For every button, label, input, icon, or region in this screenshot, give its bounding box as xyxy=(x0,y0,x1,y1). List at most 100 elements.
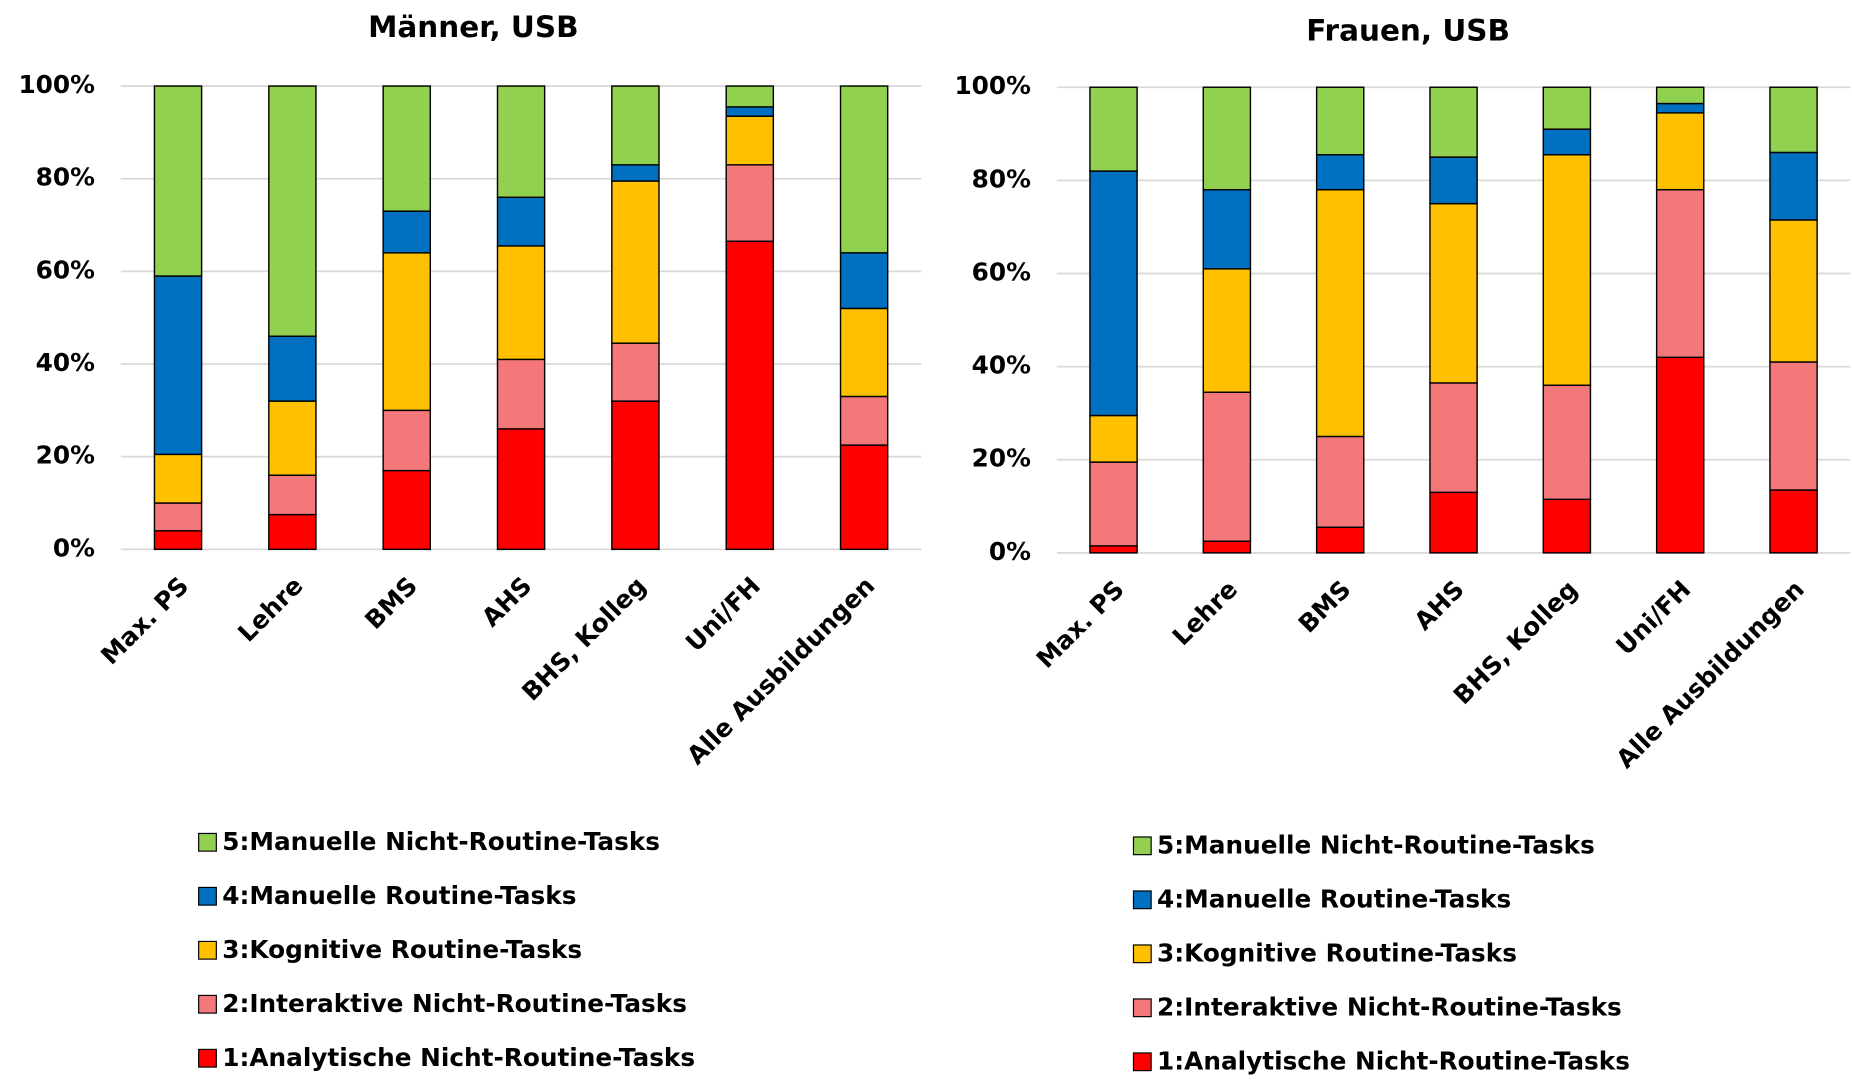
bar-segment xyxy=(268,85,317,337)
bar-segment xyxy=(1202,391,1252,542)
bar-segment xyxy=(1542,86,1592,130)
x-tick-label: Max. PS xyxy=(95,571,194,670)
legend-swatch xyxy=(1132,890,1152,910)
legend-swatch xyxy=(198,940,217,960)
x-tick-label: Alle Ausbildungen xyxy=(681,571,880,770)
y-tick-label: 80% xyxy=(972,164,1031,193)
bar-segment xyxy=(1315,435,1365,528)
legend-swatch xyxy=(1132,836,1152,856)
x-tick-label: Lehre xyxy=(1167,575,1243,651)
legend-swatch xyxy=(198,832,217,852)
bar-segment xyxy=(1542,498,1592,554)
x-tick-label: Uni/FH xyxy=(1610,575,1696,661)
bar-segment xyxy=(382,210,432,254)
y-tick-label: 40% xyxy=(972,351,1031,380)
bar-segment xyxy=(1315,86,1365,156)
bar-segment xyxy=(1655,86,1705,105)
bar-segment xyxy=(1202,540,1252,554)
bar-segment xyxy=(611,164,660,182)
bar-segment xyxy=(725,240,775,551)
chart-title: Männer, USB xyxy=(368,10,578,44)
legend-label: 2:Interaktive Nicht-Routine-Tasks xyxy=(1157,992,1622,1021)
legend-label: 5:Manuelle Nicht-Routine-Tasks xyxy=(222,827,660,856)
chart-title: Frauen, USB xyxy=(1306,13,1510,47)
bar-segment xyxy=(153,453,203,504)
y-tick-label: 0% xyxy=(53,533,95,562)
legend-swatch xyxy=(1132,944,1152,964)
bar-segment xyxy=(1202,86,1252,191)
bar-segment xyxy=(268,513,317,551)
y-tick-label: 100% xyxy=(18,70,95,99)
y-tick-label: 20% xyxy=(972,444,1031,473)
bar-segment xyxy=(1089,414,1138,463)
bar-segment xyxy=(1089,461,1138,547)
x-tick-label: Max. PS xyxy=(1031,575,1130,674)
bar-segment xyxy=(153,85,203,277)
bar-segment xyxy=(382,252,432,412)
bar-segment xyxy=(496,428,546,551)
bar-segment xyxy=(1542,128,1592,156)
bar-segment xyxy=(382,409,432,472)
legend-label: 3:Kognitive Routine-Tasks xyxy=(222,935,582,964)
bar-segment xyxy=(1769,86,1818,154)
bar-segment xyxy=(725,164,775,242)
x-tick-label: AHS xyxy=(1408,575,1469,636)
bar-segment xyxy=(725,106,775,117)
bar-segment xyxy=(725,115,775,166)
bar-segment xyxy=(611,400,660,551)
bar-segment xyxy=(1202,188,1252,270)
bar-segment xyxy=(1769,361,1818,491)
bar-segment xyxy=(839,85,889,254)
bar-segment xyxy=(839,307,889,398)
bar-segment xyxy=(1429,86,1478,158)
bar-segment xyxy=(153,502,203,532)
bar-segment xyxy=(1769,489,1818,554)
y-tick-label: 80% xyxy=(36,163,95,192)
legend-label: 3:Kognitive Routine-Tasks xyxy=(1157,938,1517,967)
bar-segment xyxy=(1315,154,1365,191)
bar-segment xyxy=(611,85,660,166)
bar-segment xyxy=(153,275,203,456)
legend-swatch xyxy=(198,886,217,906)
legend-swatch xyxy=(198,1048,217,1068)
bar-segment xyxy=(268,474,317,516)
bar-segment xyxy=(1655,356,1705,554)
bar-segment xyxy=(1655,102,1705,114)
y-tick-label: 60% xyxy=(972,257,1031,286)
bar-segment xyxy=(1655,112,1705,191)
x-tick-label: BMS xyxy=(359,571,423,635)
legend-swatch xyxy=(198,994,217,1014)
legend-label: 5:Manuelle Nicht-Routine-Tasks xyxy=(1157,830,1595,859)
bar-segment xyxy=(496,196,546,247)
bar-segment xyxy=(382,469,432,551)
bar-segment xyxy=(1769,219,1818,363)
bar-segment xyxy=(1542,154,1592,386)
bar-segment xyxy=(268,335,317,402)
bar-segment xyxy=(1315,188,1365,438)
bar-segment xyxy=(1429,202,1478,384)
legend-swatch xyxy=(1132,998,1152,1018)
x-tick-label: AHS xyxy=(476,571,537,632)
bar-segment xyxy=(725,85,775,108)
legend-label: 1:Analytische Nicht-Routine-Tasks xyxy=(1157,1046,1630,1075)
bar-segment xyxy=(1089,545,1138,554)
y-tick-label: 20% xyxy=(36,441,95,470)
bar-segment xyxy=(839,395,889,446)
bar-segment xyxy=(1089,170,1138,417)
legend-label: 4:Manuelle Routine-Tasks xyxy=(222,881,576,910)
legend-label: 2:Interaktive Nicht-Routine-Tasks xyxy=(222,989,687,1018)
bar-segment xyxy=(839,252,889,310)
y-tick-label: 100% xyxy=(954,71,1031,100)
bar-segment xyxy=(1089,86,1138,172)
bar-segment xyxy=(1542,384,1592,501)
bar-segment xyxy=(1315,526,1365,554)
bar-segment xyxy=(268,400,317,476)
y-tick-label: 0% xyxy=(989,537,1031,566)
bar-segment xyxy=(382,85,432,212)
bar-segment xyxy=(1429,382,1478,494)
y-tick-label: 60% xyxy=(36,255,95,284)
legend-label: 1:Analytische Nicht-Routine-Tasks xyxy=(222,1043,695,1072)
x-tick-label: Alle Ausbildungen xyxy=(1611,575,1810,774)
bar-segment xyxy=(611,342,660,402)
